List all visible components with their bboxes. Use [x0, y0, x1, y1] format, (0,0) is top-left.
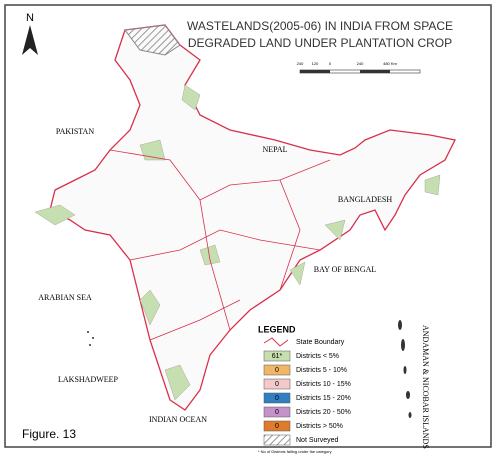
legend: LEGEND State Boundary 61* Districts < 5% 0…: [258, 324, 351, 454]
legend-label: Districts < 5%: [296, 353, 339, 360]
green-districts: [34, 84, 441, 401]
legend-count: 0: [275, 409, 279, 416]
hatch-swatch: [263, 434, 291, 446]
legend-swatch: [263, 406, 291, 418]
label-andaman: ANDAMAN & NICOBAR ISLANDS: [421, 325, 430, 449]
scale-label: 0: [329, 61, 332, 66]
legend-label: Districts 5 - 10%: [296, 367, 347, 374]
legend-footnote: * No of Districts falling under the cate…: [258, 449, 332, 454]
boundary-symbol: [263, 337, 289, 347]
north-label: N: [26, 12, 34, 24]
not-surveyed-area: [124, 24, 181, 56]
label-bangladesh: BANGLADESH: [338, 195, 392, 204]
legend-count: 0: [275, 381, 279, 388]
legend-label: Districts 10 - 15%: [296, 381, 351, 388]
state-boundaries: [109, 149, 331, 341]
legend-not-surveyed: Not Surveyed: [296, 437, 339, 444]
subtitle: DEGRADED LAND UNDER PLANTATION CROP: [188, 36, 452, 50]
legend-boundary: State Boundary: [296, 339, 345, 346]
figure-label: Figure. 13: [22, 427, 76, 441]
title: WASTELANDS(2005-06) IN INDIA FROM SPACE: [187, 19, 453, 33]
islands: [87, 320, 412, 418]
label-nepal: NEPAL: [262, 145, 287, 154]
legend-swatch: [263, 364, 291, 376]
scale-label: 480 Km: [383, 61, 397, 66]
legend-label: Districts 20 - 50%: [296, 409, 351, 416]
north-arrow: [22, 25, 38, 55]
scale-label: 240: [357, 61, 364, 66]
legend-count: 61*: [272, 353, 283, 360]
legend-label: Districts 15 - 20%: [296, 395, 351, 402]
legend-count: 0: [275, 423, 279, 430]
legend-title: LEGEND: [258, 324, 296, 334]
label-lakshadweep: LAKSHADWEEP: [58, 375, 119, 384]
label-pakistan: PAKISTAN: [56, 127, 94, 136]
legend-label: Districts > 50%: [296, 423, 343, 430]
label-arabian-sea: ARABIAN SEA: [38, 293, 92, 302]
legend-count: 0: [275, 367, 279, 374]
legend-swatch: [263, 392, 291, 404]
scale-label: 120: [312, 61, 319, 66]
legend-swatch: [263, 420, 291, 432]
label-indian-ocean: INDIAN OCEAN: [149, 415, 207, 424]
scale-label: 240: [297, 61, 304, 66]
scale-bar: [299, 69, 421, 74]
legend-count: 0: [275, 395, 279, 402]
label-bay: BAY OF BENGAL: [314, 265, 377, 274]
legend-swatch: [263, 350, 291, 362]
legend-swatch: [263, 378, 291, 390]
